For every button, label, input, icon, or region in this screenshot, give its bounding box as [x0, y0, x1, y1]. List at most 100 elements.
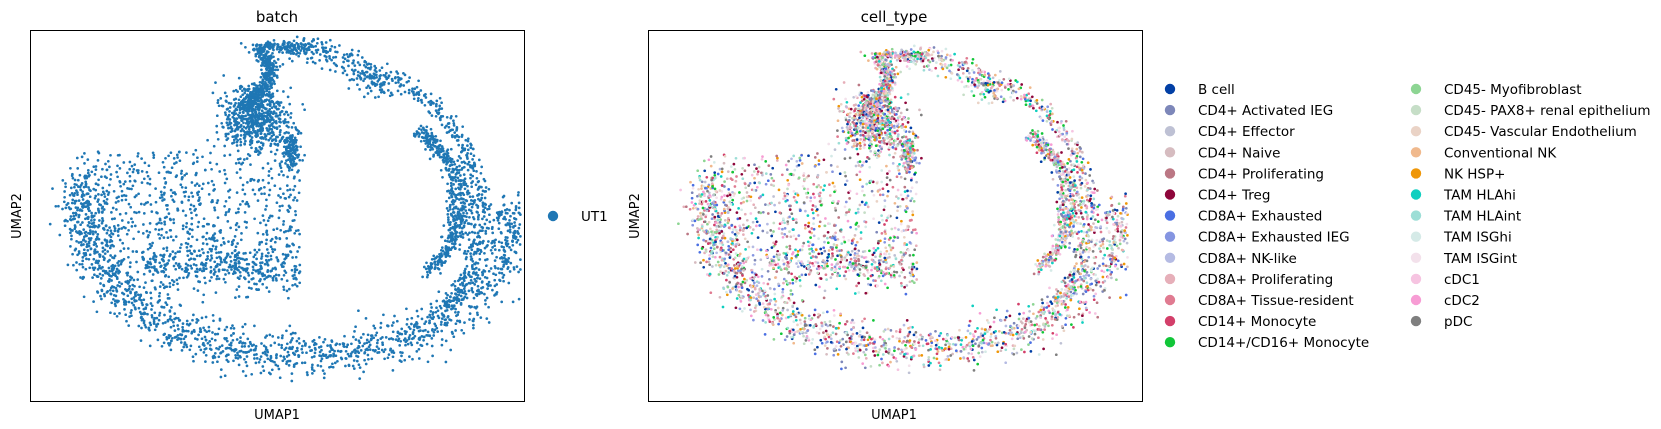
scatter-point: [234, 211, 238, 215]
scatter-point: [322, 376, 326, 380]
scatter-point: [236, 257, 239, 260]
scatter-point: [217, 347, 220, 351]
scatter-point: [469, 243, 473, 247]
scatter-point: [216, 360, 219, 364]
scatter-point: [475, 170, 478, 173]
scatter-point: [239, 143, 243, 147]
scatter-point: [445, 306, 449, 309]
scatter-point: [329, 47, 332, 51]
scatter-point: [120, 219, 124, 222]
scatter-point: [128, 265, 132, 269]
scatter-point: [241, 370, 245, 373]
scatter-point: [158, 291, 162, 295]
scatter-point: [451, 170, 455, 174]
scatter-point: [144, 307, 148, 310]
scatter-point: [464, 138, 468, 142]
scatter-point: [492, 272, 495, 276]
scatter-point: [485, 226, 489, 230]
scatter-point: [382, 90, 385, 94]
scatter-point: [363, 342, 366, 345]
scatter-point: [244, 374, 248, 378]
scatter-point: [413, 135, 417, 138]
scatter-point: [273, 240, 277, 244]
scatter-point: [420, 307, 424, 311]
scatter-point: [212, 268, 216, 271]
scatter-point: [425, 130, 428, 134]
scatter-point: [293, 184, 297, 188]
scatter-point: [212, 272, 216, 275]
scatter-point: [207, 325, 211, 329]
scatter-point: [242, 332, 245, 336]
scatter-point: [216, 101, 220, 105]
scatter-point: [346, 59, 349, 63]
scatter-point: [210, 275, 213, 279]
scatter-point: [454, 310, 457, 314]
scatter-point: [470, 185, 474, 189]
scatter-point: [284, 110, 288, 114]
scatter-point: [96, 275, 100, 278]
scatter-point: [471, 158, 474, 161]
scatter-point: [386, 356, 390, 360]
scatter-point: [292, 352, 296, 356]
scatter-point: [441, 299, 445, 303]
scatter-point: [358, 366, 362, 369]
scatter-point: [261, 282, 265, 286]
scatter-point: [73, 185, 76, 189]
scatter-point: [390, 324, 394, 327]
scatter-point: [121, 241, 125, 245]
scatter-point: [475, 210, 479, 214]
scatter-point: [213, 260, 217, 264]
scatter-point: [238, 111, 242, 115]
scatter-point: [81, 190, 84, 193]
scatter-point: [57, 204, 60, 208]
scatter-point: [454, 206, 458, 210]
scatter-point: [389, 91, 393, 95]
scatter-point: [70, 201, 74, 205]
scatter-point: [358, 377, 362, 380]
scatter-point: [77, 199, 81, 202]
scatter-point: [295, 153, 298, 157]
scatter-point: [152, 153, 156, 157]
scatter-point: [192, 257, 196, 261]
scatter-point: [480, 281, 484, 284]
scatter-point: [342, 60, 345, 64]
scatter-point: [455, 301, 459, 305]
scatter-point: [220, 121, 224, 125]
scatter-point: [330, 340, 334, 343]
scatter-point: [225, 138, 229, 142]
scatter-point: [140, 326, 143, 330]
scatter-point: [170, 339, 173, 343]
scatter-point: [257, 55, 261, 59]
scatter-point: [240, 345, 244, 348]
scatter-point: [255, 119, 259, 123]
scatter-point: [101, 186, 105, 190]
scatter-point: [243, 142, 247, 146]
scatter-point: [381, 343, 385, 347]
scatter-point: [168, 281, 172, 285]
scatter-point: [410, 316, 414, 320]
scatter-point: [81, 221, 84, 224]
scatter-point: [257, 270, 261, 274]
scatter-point: [227, 240, 230, 243]
scatter-point: [254, 347, 257, 350]
scatter-point: [450, 160, 453, 163]
scatter-point: [253, 248, 257, 252]
scatter-point: [473, 283, 477, 286]
scatter-point: [365, 86, 368, 90]
scatter-point: [234, 353, 237, 357]
scatter-point: [210, 256, 214, 260]
scatter-point: [256, 106, 260, 109]
scatter-point: [428, 321, 431, 325]
batch-title: batch: [256, 8, 298, 26]
scatter-point: [305, 371, 309, 374]
scatter-point: [446, 321, 449, 325]
scatter-point: [260, 86, 263, 90]
scatter-point: [273, 126, 277, 129]
scatter-point: [253, 101, 257, 105]
scatter-point: [285, 289, 289, 293]
scatter-point: [204, 347, 208, 350]
scatter-point: [198, 268, 202, 272]
scatter-point: [318, 53, 322, 56]
scatter-point: [294, 128, 298, 131]
scatter-point: [150, 210, 154, 213]
